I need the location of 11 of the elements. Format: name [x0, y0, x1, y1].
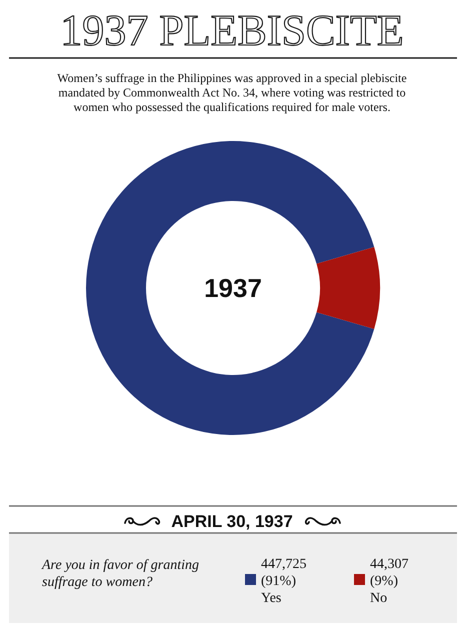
text: 1937 [204, 273, 262, 303]
legend-label: No [370, 591, 388, 606]
legend-title: Are you in favor of granting suffrage to women? [41, 558, 199, 590]
chart-subtitle: Women’s suffrage in the Philippines was approved in a special plebiscite mandated by Commonwealth Act No. 34, where voting was restricted to women who possessed the qualifications required for male voters. [57, 71, 407, 114]
data-label: 447,725 (91%) [261, 557, 306, 589]
text: APRIL 30, 1937 [171, 512, 293, 531]
data-label: 44,307 (9%) [370, 557, 408, 589]
chart-title: 1937 PLEBISCITE [60, 6, 404, 55]
legend-label: Yes [261, 591, 282, 606]
donut-slice [316, 246, 380, 330]
donut-slice [86, 141, 374, 435]
